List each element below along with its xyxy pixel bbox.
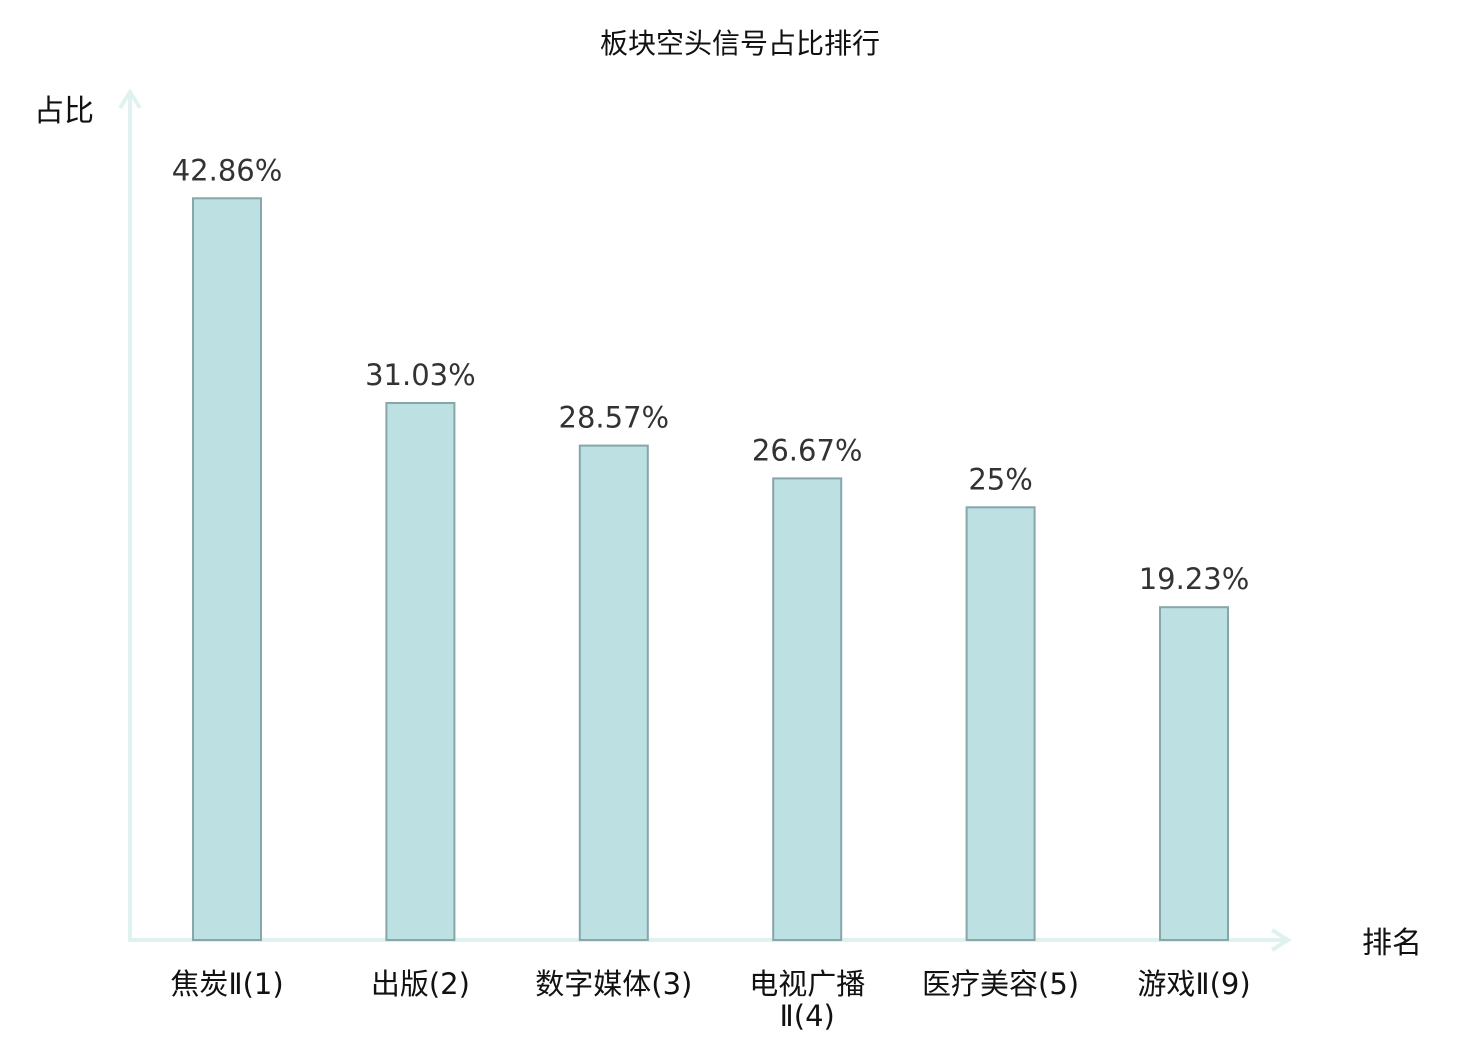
x-tick-label: 焦炭Ⅱ(1) — [170, 967, 283, 1001]
bar-value-label: 19.23% — [1139, 562, 1250, 596]
bar-value-label: 25% — [968, 462, 1032, 496]
x-axis-arrow — [1270, 928, 1292, 952]
bar — [965, 506, 1036, 941]
bar — [385, 402, 456, 941]
bar — [1159, 606, 1229, 941]
bar — [772, 477, 843, 941]
bars-group — [192, 197, 1229, 942]
x-tick-label: 出版(2) — [371, 967, 470, 1001]
x-axis — [128, 928, 1292, 952]
chart-title: 板块空头信号占比排行 — [600, 27, 880, 60]
x-tick-label: 数字媒体(3) — [535, 967, 692, 1001]
x-tick-label: 游戏Ⅱ(9) — [1137, 967, 1250, 1001]
y-axis-arrow — [118, 88, 142, 110]
value-labels-group: 42.86% 31.03% 28.57% 26.67% 25% 19.23% — [172, 153, 1250, 596]
bar-value-label: 42.86% — [172, 153, 283, 187]
bar-value-label: 26.67% — [752, 433, 863, 467]
x-tick-label: 医疗美容(5) — [922, 967, 1079, 1001]
x-tick-label: 电视广播 — [749, 967, 865, 1001]
y-axis — [118, 88, 142, 940]
x-tick-label: Ⅱ(4) — [780, 999, 835, 1033]
x-axis-label: 排名 — [1362, 926, 1422, 961]
y-axis-label: 占比 — [34, 94, 94, 129]
bar — [578, 444, 649, 941]
bar — [192, 197, 262, 942]
bar-value-label: 31.03% — [365, 358, 476, 392]
bar-value-label: 28.57% — [559, 401, 670, 435]
